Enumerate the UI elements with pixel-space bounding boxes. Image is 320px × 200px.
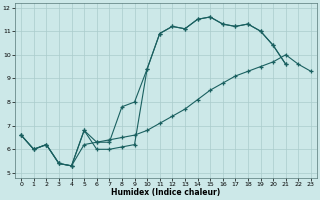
X-axis label: Humidex (Indice chaleur): Humidex (Indice chaleur) [111,188,221,197]
